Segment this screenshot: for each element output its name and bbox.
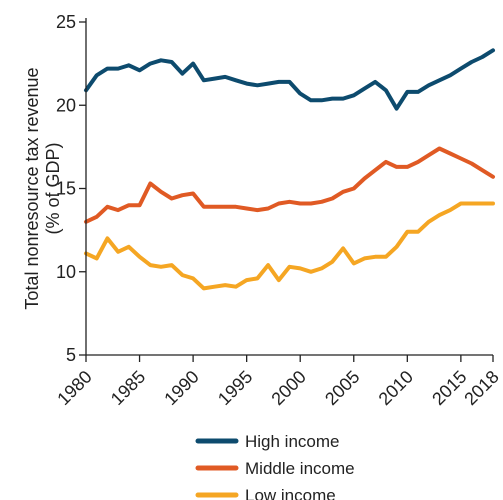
y-tick-label: 5	[66, 345, 76, 365]
x-tick-label: 2005	[321, 367, 363, 409]
x-tick-label: 1980	[53, 367, 95, 409]
legend: High income Middle income Low income	[195, 432, 355, 500]
y-axis-title-line: (% of GDP)	[43, 142, 63, 234]
x-tick-label: 2000	[267, 367, 309, 409]
y-tick-label: 25	[56, 12, 76, 32]
series-line-low-income	[84, 201, 495, 291]
x-tick-label: 1985	[107, 367, 149, 409]
legend-label: Low income	[245, 486, 336, 500]
y-tick-label: 20	[56, 95, 76, 115]
legend-label: Middle income	[245, 459, 355, 478]
y-axis-title: Total nonresource tax revenue(% of GDP)	[22, 67, 63, 309]
y-tick-label: 10	[56, 262, 76, 282]
series-line-middle-income	[84, 146, 495, 224]
x-tick-label: 1995	[214, 367, 256, 409]
legend-label: High income	[245, 432, 340, 451]
x-tick-label: 1990	[160, 367, 202, 409]
series-line-high-income	[84, 48, 495, 111]
y-axis-title-line: Total nonresource tax revenue	[22, 67, 42, 309]
y-tick-label: 15	[56, 179, 76, 199]
x-tick-label: 2015	[428, 367, 470, 409]
x-tick-label: 2018	[460, 367, 502, 409]
x-tick-label: 2010	[375, 367, 417, 409]
y-axis-title-text: Total nonresource tax revenue(% of GDP)	[22, 67, 63, 309]
plot-area	[84, 48, 495, 291]
